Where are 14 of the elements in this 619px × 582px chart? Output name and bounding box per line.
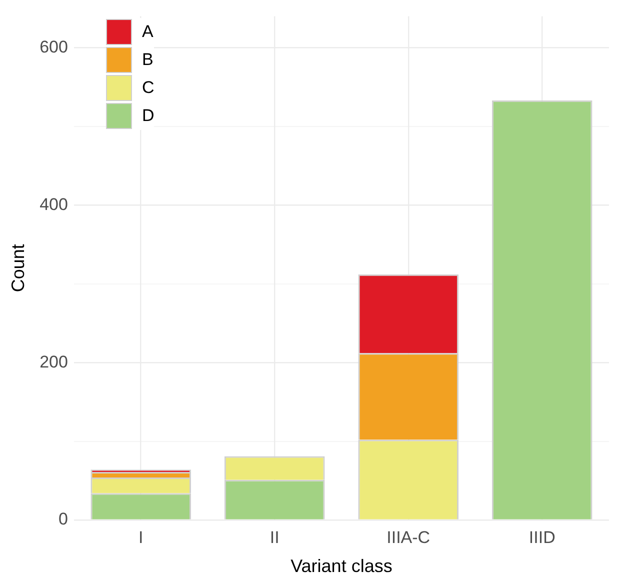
legend-label: A: [142, 22, 154, 42]
x-axis-title: Variant class: [290, 556, 392, 576]
y-tick-label: 0: [58, 510, 68, 529]
legend-label: D: [142, 106, 154, 126]
x-tick-label: II: [270, 528, 280, 547]
y-tick-label: 200: [40, 352, 68, 372]
x-tick-label: I: [138, 528, 144, 547]
y-tick-label: 600: [40, 37, 68, 56]
legend-label: B: [142, 50, 154, 70]
y-axis-title: Count: [8, 244, 28, 292]
x-tick-label: IIID: [528, 528, 556, 547]
x-tick-label: IIIA-C: [386, 528, 430, 547]
y-tick-label: 400: [40, 194, 68, 214]
legend-label: C: [142, 78, 154, 98]
